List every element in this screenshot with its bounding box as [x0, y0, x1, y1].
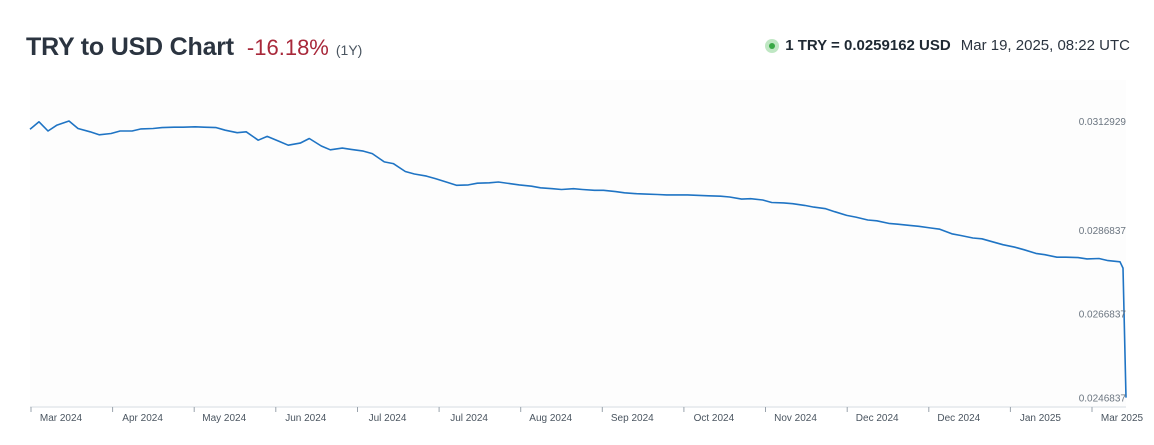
x-tick-label: Mar 2024	[40, 413, 83, 424]
y-tick-label: 0.0246837	[1079, 393, 1127, 404]
x-tick-label: Sep 2024	[611, 413, 654, 424]
x-axis: Mar 2024 Apr 2024 May 2024 Jun 2024 Jul 2024…	[30, 406, 1144, 424]
period-label: (1Y)	[335, 42, 363, 58]
page-title: TRY to USD Chart	[26, 33, 234, 61]
line-chart[interactable]: 0.0312929 0.0286837 0.0266837 0.0246837 Mar…	[0, 80, 1154, 445]
y-tick-label: 0.0266837	[1079, 310, 1127, 321]
y-tick-label: 0.0286837	[1079, 226, 1127, 237]
x-tick-label: Apr 2024	[122, 413, 163, 424]
x-tick-label: Dec 2024	[856, 413, 899, 424]
title-group: TRY to USD Chart -16.18% (1Y)	[26, 33, 362, 62]
rate-timestamp: Mar 19, 2025, 08:22 UTC	[960, 37, 1130, 54]
x-tick-label: Oct 2024	[694, 413, 735, 424]
y-tick-label: 0.0312929	[1079, 117, 1127, 128]
series-layer	[29, 120, 1127, 398]
chart-header: TRY to USD Chart -16.18% (1Y) 1 TRY = 0.…	[0, 0, 1154, 80]
x-tick-label: Aug 2024	[529, 413, 572, 424]
x-tick-label: Jan 2025	[1020, 413, 1062, 424]
percent-change: -16.18%	[246, 35, 329, 60]
live-status-dot	[769, 42, 776, 49]
rate-group: 1 TRY = 0.0259162 USD Mar 19, 2025, 08:2…	[765, 37, 1130, 54]
x-tick-label: Mar 2025	[1101, 413, 1144, 424]
x-tick-label: Jun 2024	[285, 413, 327, 424]
x-tick-label: May 2024	[202, 413, 246, 424]
plot-background	[30, 80, 1126, 406]
live-status-icon	[765, 38, 780, 53]
x-tick-label: Jul 2024	[369, 413, 407, 424]
series-line	[29, 120, 1127, 398]
x-tick-label: Jul 2024	[450, 413, 488, 424]
exchange-rate: 1 TRY = 0.0259162 USD	[785, 37, 951, 54]
x-tick-label: Nov 2024	[774, 413, 817, 424]
x-tick-label: Dec 2024	[937, 413, 980, 424]
y-axis: 0.0312929 0.0286837 0.0266837 0.0246837	[1079, 117, 1127, 404]
plot-area	[30, 80, 1126, 406]
